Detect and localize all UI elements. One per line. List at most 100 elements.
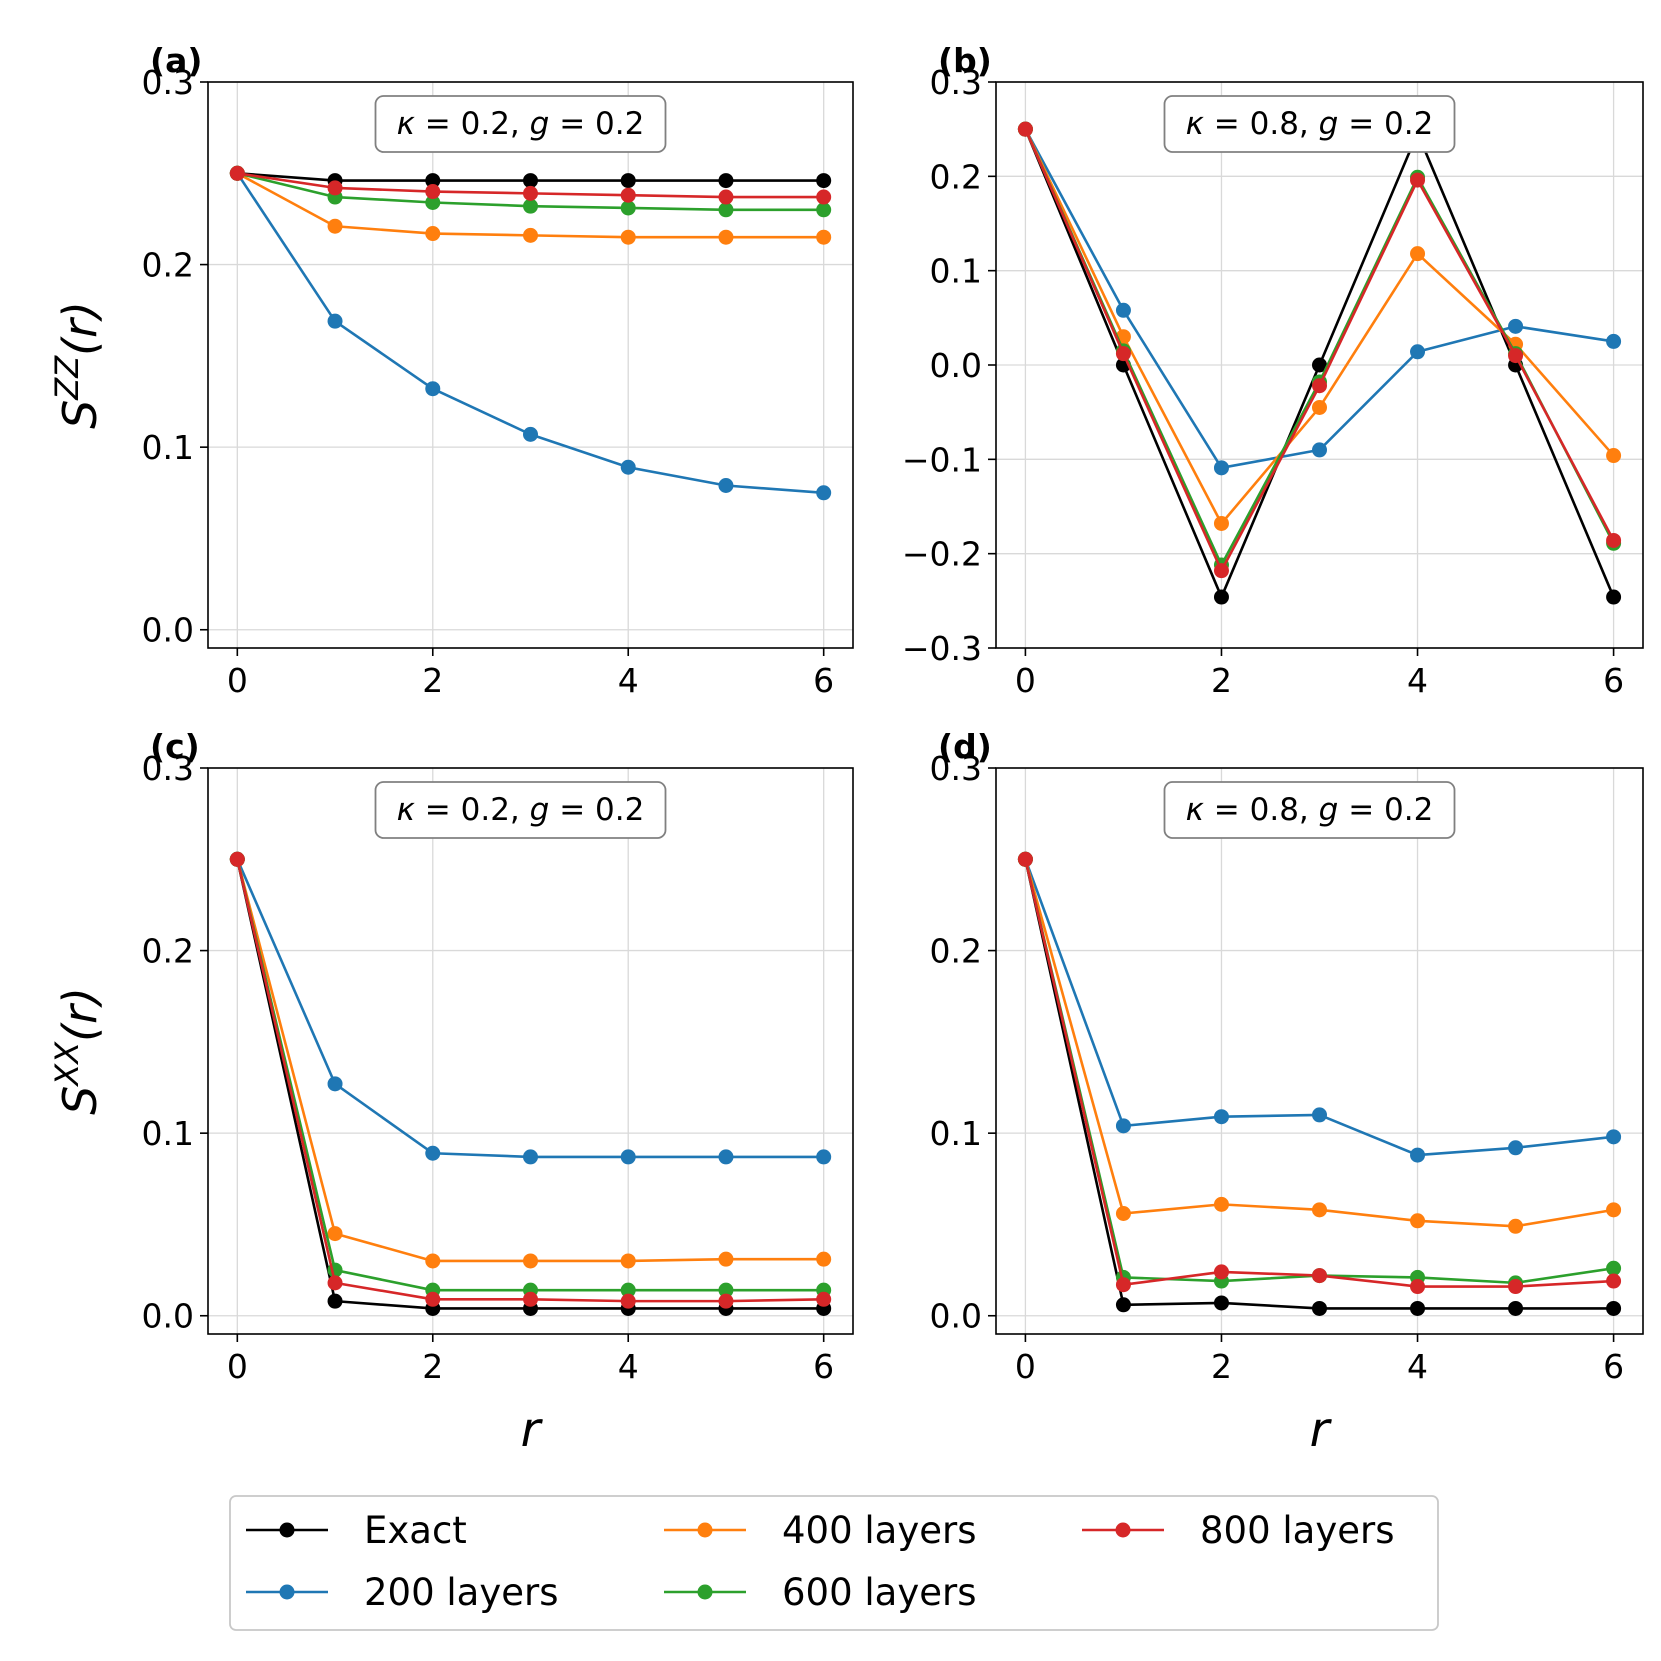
data-point [425, 1291, 441, 1307]
series-l400 [1017, 851, 1622, 1234]
annotation-text: κ = 0.2, g = 0.2 [397, 792, 645, 828]
x-tick-label: 6 [1603, 1347, 1624, 1386]
y-tick-label: 0.0 [142, 611, 194, 650]
annotation-g-value: = 0.2 [549, 792, 644, 828]
series-line [236, 858, 824, 1159]
data-point [718, 229, 734, 245]
x-tick-label: 6 [813, 1347, 834, 1386]
data-point [425, 184, 441, 200]
data-point [1312, 1300, 1327, 1316]
data-point [816, 485, 832, 501]
x-tick-label: 6 [1603, 661, 1624, 700]
annotation-kappa: κ [1186, 792, 1205, 828]
data-point [523, 227, 538, 243]
y-tick-label: 0.2 [930, 157, 982, 196]
data-point [1606, 1273, 1622, 1289]
x-tick-label: 4 [1407, 1347, 1428, 1386]
data-point [1606, 333, 1622, 349]
data-point [1410, 344, 1426, 360]
data-point [620, 229, 636, 245]
x-tick-label: 0 [227, 661, 248, 700]
data-point [1115, 1118, 1131, 1134]
data-point [523, 173, 538, 189]
y-tick-label: 0.3 [142, 749, 194, 788]
series-line [1024, 128, 1614, 470]
data-point [816, 1291, 832, 1307]
y-axis-label-base: S [53, 400, 107, 429]
data-point [523, 198, 538, 214]
annotation-box: κ = 0.8, g = 0.2 [1163, 95, 1456, 153]
axes-frame [995, 767, 1644, 1335]
data-point [816, 1149, 832, 1165]
x-tick-label: 0 [227, 1347, 248, 1386]
series-l800 [1017, 121, 1622, 579]
panel-label: (b) [938, 41, 992, 80]
panel-a: 0 2 4 6 0.0 0.1 0.2 0.3(a) κ = 0.2, g = 0.2 SZZ(r… [48, 41, 854, 700]
data-point [1115, 1205, 1131, 1221]
data-point [1115, 1277, 1131, 1293]
data-point [620, 200, 636, 216]
data-point [1017, 851, 1033, 867]
data-point [1213, 1109, 1229, 1125]
y-axis-label-arg: (r) [53, 301, 107, 356]
y-axis-label-sup: XX [48, 1041, 86, 1088]
data-point [1312, 1107, 1327, 1123]
data-point [1213, 515, 1229, 531]
data-point [229, 851, 245, 867]
data-point [620, 459, 636, 475]
annotation-kappa-value: = 0.8, [1204, 792, 1319, 828]
panel-b: 0 2 4 6 −0.3 −0.2 −0.1 0.0 0.1 0.2 0.3(b) κ = 0.8, … [902, 41, 1644, 700]
series-l800 [1017, 851, 1622, 1295]
data-point [1115, 346, 1131, 362]
data-point [1606, 1300, 1622, 1316]
data-point [718, 1293, 734, 1309]
data-point [425, 1253, 441, 1269]
series-exact [229, 851, 832, 1316]
data-point [523, 1291, 538, 1307]
data-point [1606, 532, 1622, 548]
data-point [1606, 589, 1622, 605]
x-tick-label: 2 [1211, 1347, 1232, 1386]
y-tick-label: 0.1 [142, 1114, 194, 1153]
y-tick-label: −0.2 [902, 535, 982, 574]
annotation-frame [374, 781, 667, 839]
data-point [1410, 1279, 1426, 1295]
data-point [327, 1293, 343, 1309]
data-point [1312, 1268, 1327, 1284]
x-axis-label: r [521, 1402, 544, 1458]
data-point [1312, 1202, 1327, 1218]
series-l600 [1017, 121, 1622, 573]
y-tick-label: −0.3 [902, 629, 982, 668]
data-point [1606, 1202, 1622, 1218]
annotation-g: g [530, 106, 550, 142]
data-point [1410, 172, 1426, 188]
legend-marker [697, 1584, 713, 1600]
data-point [425, 195, 441, 211]
data-point [1213, 1196, 1229, 1212]
annotation-box: κ = 0.8, g = 0.2 [1163, 781, 1456, 839]
annotation-kappa-value: = 0.2, [415, 106, 530, 142]
legend-marker [279, 1522, 295, 1538]
annotation-g: g [1319, 792, 1339, 828]
data-point [1508, 1279, 1524, 1295]
data-point [1312, 378, 1327, 394]
data-point [1606, 448, 1622, 464]
annotation-text: κ = 0.2, g = 0.2 [397, 106, 645, 142]
data-point [1213, 563, 1229, 579]
series-l200 [1017, 851, 1622, 1163]
y-axis-label-arg: (r) [53, 987, 107, 1042]
data-point [718, 173, 734, 189]
data-point [816, 229, 832, 245]
axes-frame [207, 81, 854, 649]
data-point [523, 1253, 538, 1269]
annotation-frame [1163, 95, 1456, 153]
data-point [425, 1145, 441, 1161]
y-tick-label: 0.1 [142, 428, 194, 467]
annotation-frame [374, 95, 667, 153]
data-point [1312, 442, 1327, 458]
legend-marker [1115, 1522, 1131, 1538]
panel-label: (d) [938, 727, 992, 766]
legend-entry-l600: 600 layers [664, 1571, 977, 1614]
series-line [1024, 858, 1614, 1285]
y-tick-label: 0.3 [930, 749, 982, 788]
